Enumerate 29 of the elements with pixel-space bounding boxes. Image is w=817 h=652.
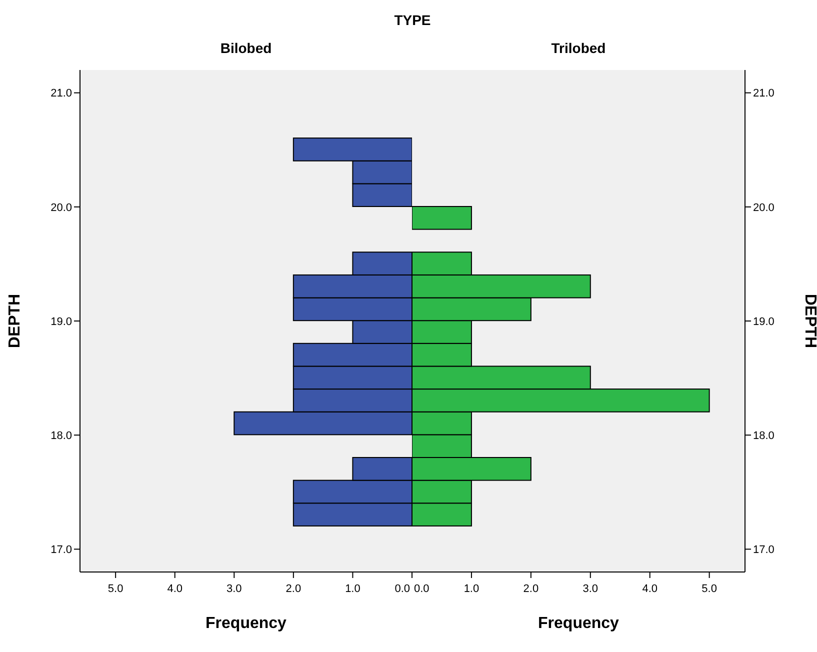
- x-tick-label: 2.0: [286, 583, 302, 595]
- chart-subtitle: Trilobed: [550, 40, 607, 58]
- x-tick-label: 3.0: [582, 583, 598, 595]
- y-tick-label: 19.0: [753, 316, 774, 328]
- x-tick-label: 4.0: [642, 583, 658, 595]
- y-tick-label: 17.0: [50, 544, 72, 556]
- x-tick-label: 5.0: [702, 583, 717, 595]
- x-tick-label: 3.0: [226, 583, 242, 595]
- y-axis-title: DEPTH: [6, 294, 24, 348]
- y-tick-label: 18.0: [50, 430, 72, 442]
- x-axis-title: Frequency: [206, 615, 287, 632]
- x-tick-label: 1.0: [464, 583, 480, 595]
- y-tick-label: 19.0: [50, 316, 72, 328]
- y-tick-label: 21.0: [753, 88, 774, 100]
- x-tick-label: 0.0: [394, 583, 410, 595]
- y-tick-label: 21.0: [50, 88, 72, 100]
- x-tick-label: 2.0: [523, 583, 539, 595]
- chart-subtitle: Bilobed: [219, 40, 273, 58]
- y-tick-label: 18.0: [753, 430, 774, 442]
- y-tick-label: 20.0: [753, 202, 774, 214]
- x-axis-title: Frequency: [538, 615, 620, 632]
- x-tick-label: 4.0: [167, 583, 183, 595]
- chart-title: TYPE: [393, 11, 432, 30]
- x-tick-label: 0.0: [414, 583, 430, 595]
- x-tick-label: 5.0: [108, 583, 124, 595]
- x-tick-label: 1.0: [345, 583, 360, 595]
- y-axis-title: DEPTH: [801, 294, 817, 348]
- y-tick-label: 20.0: [50, 202, 72, 214]
- y-tick-label: 17.0: [753, 544, 774, 556]
